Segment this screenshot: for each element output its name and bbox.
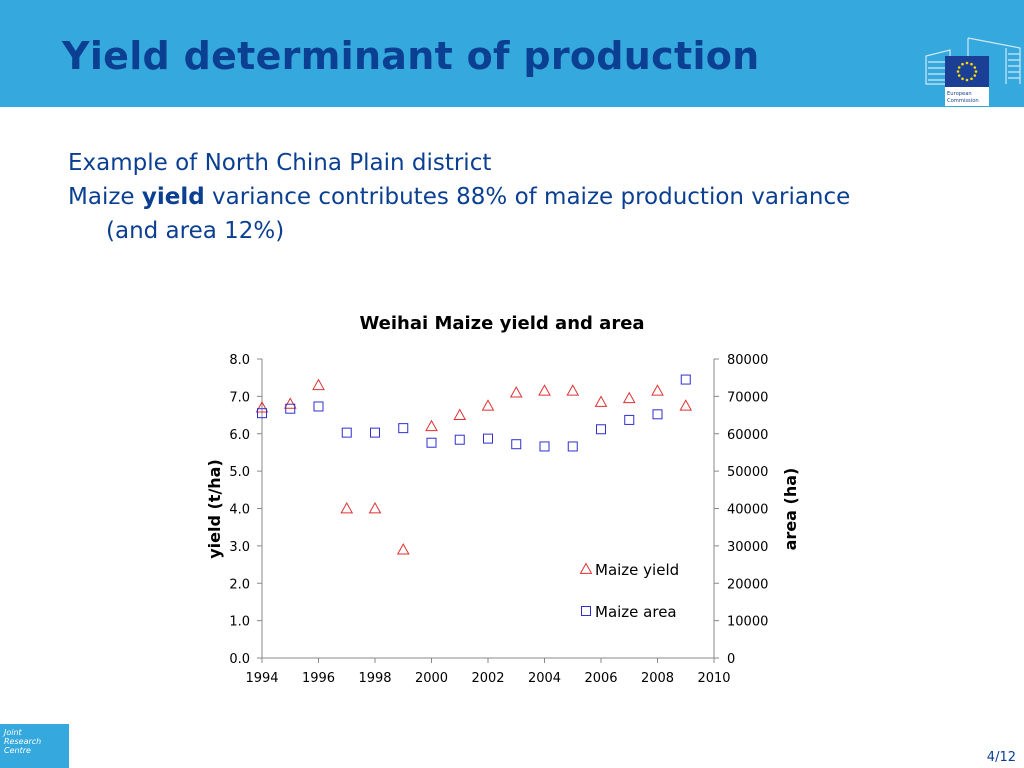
bullet-line-2-emphasis: yield (141, 184, 205, 210)
y-axis-label: yield (t/ha) (205, 459, 224, 559)
data-points (255, 374, 693, 616)
jrc-logo: Joint Research Centre (0, 724, 69, 768)
y-tick-label: 2.0 (229, 577, 250, 592)
area-point (567, 441, 578, 452)
yield-point (425, 419, 438, 432)
x-tick-label: 2008 (641, 671, 674, 686)
bullet-line-2-end: variance contributes 88% of maize produc… (204, 184, 851, 210)
area-point (539, 441, 550, 452)
area-point (454, 434, 465, 445)
legend-area-marker (581, 606, 591, 616)
bullet-line-3: (and area 12%) (106, 218, 285, 244)
y2-tick-label: 0 (727, 652, 735, 667)
yield-point (538, 384, 551, 396)
x-tick-label: 2004 (528, 671, 561, 686)
area-point (680, 374, 691, 385)
jrc-logo-line3: Centre (4, 746, 31, 755)
yield-point (453, 408, 467, 420)
y2-tick-label: 30000 (727, 540, 768, 555)
yield-point (509, 386, 523, 398)
tick-labels: 1994 1996 1998 2000 2002 2004 2006 2008 2010 0.0 1… (229, 353, 768, 686)
yield-area-chart: Weihai Maize yield and area 1994 1996 1998… (205, 313, 800, 686)
x-tick-label: 1994 (245, 671, 278, 686)
european-commission-logo: European Commission (925, 37, 1021, 106)
header-bar: Yield determinant of production European… (0, 0, 1024, 107)
area-point (426, 437, 437, 448)
y-tick-label: 6.0 (229, 428, 250, 443)
area-point (596, 424, 606, 435)
y2-tick-label: 80000 (727, 353, 768, 368)
legend-label: Maize area (595, 603, 677, 621)
slide-title: Yield determinant of production (62, 34, 760, 78)
bullet-line-2: Maize yield variance contributes 88% of … (68, 180, 850, 214)
y-tick-label: 3.0 (229, 540, 250, 555)
legend-yield-marker (579, 562, 593, 574)
y-tick-label: 5.0 (229, 465, 250, 480)
area-point (313, 401, 324, 412)
y2-axis-label: area (ha) (781, 468, 800, 551)
yield-point (396, 543, 410, 555)
yield-point (594, 395, 608, 407)
area-point (511, 439, 522, 450)
yield-point (679, 399, 693, 411)
y2-tick-label: 10000 (727, 615, 768, 630)
bullet-line-2-start: Maize (68, 184, 142, 210)
x-tick-label: 2010 (697, 671, 730, 686)
jrc-logo-line2: Research (4, 737, 42, 746)
y-tick-label: 4.0 (229, 503, 250, 518)
y-tick-label: 1.0 (229, 615, 250, 630)
yield-point (340, 501, 354, 514)
x-tick-label: 2000 (415, 671, 448, 686)
area-point (341, 427, 352, 438)
x-tick-label: 1996 (302, 671, 335, 686)
bullet-line-1: Example of North China Plain district (68, 150, 492, 176)
yield-point (283, 397, 297, 409)
ec-logo-line1: European (947, 91, 972, 97)
area-point (483, 433, 493, 444)
x-tick-label: 2002 (471, 671, 504, 686)
y-tick-label: 7.0 (229, 390, 250, 405)
yield-point (368, 501, 382, 514)
area-point (285, 403, 296, 414)
yield-point (566, 384, 580, 396)
area-point (257, 408, 267, 419)
y2-tick-label: 70000 (727, 390, 768, 405)
y-tick-label: 0.0 (229, 652, 250, 667)
chart-legend: Maize yield Maize area (595, 561, 679, 621)
area-point (370, 427, 380, 438)
x-tick-label: 2006 (584, 671, 617, 686)
area-point (398, 423, 409, 434)
yield-point (651, 384, 664, 396)
y2-tick-label: 50000 (727, 465, 768, 480)
slide-body: Example of North China Plain district Ma… (68, 146, 850, 254)
yield-point (255, 401, 269, 413)
yield-point (622, 391, 636, 404)
jrc-logo-line1: Joint (4, 728, 22, 737)
page-number: 4/12 (986, 750, 1016, 765)
eu-flag-icon (945, 56, 989, 87)
y-tick-label: 8.0 (229, 353, 250, 368)
area-point (652, 409, 663, 420)
y2-tick-label: 40000 (727, 503, 768, 518)
legend-label: Maize yield (595, 561, 679, 579)
ec-logo-line2: Commission (947, 98, 979, 104)
x-tick-label: 1998 (358, 671, 391, 686)
yield-point (481, 399, 495, 411)
axis-ticks (257, 358, 719, 663)
y2-tick-label: 20000 (727, 577, 768, 592)
yield-point (312, 378, 325, 391)
chart-title: Weihai Maize yield and area (359, 313, 644, 334)
area-point (624, 414, 635, 425)
y2-tick-label: 60000 (727, 428, 768, 443)
